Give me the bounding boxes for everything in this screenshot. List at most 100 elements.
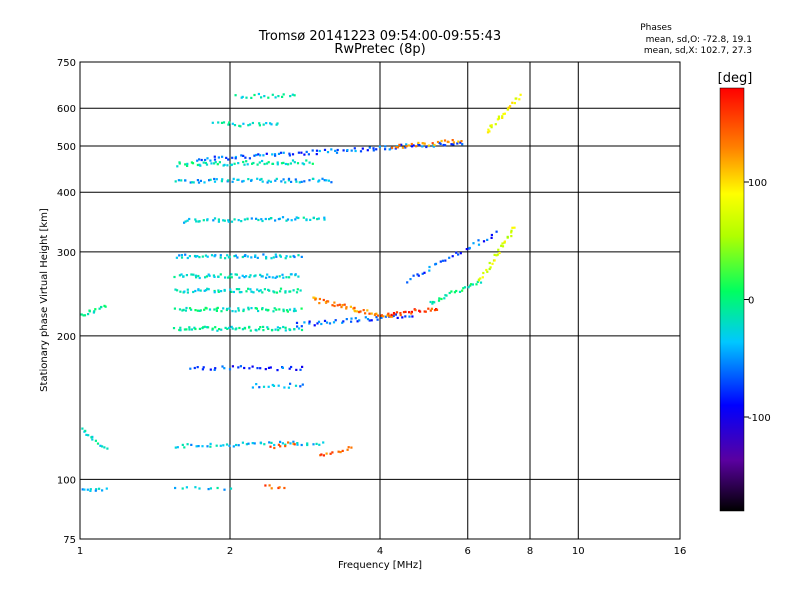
data-point [261, 219, 264, 223]
data-point [247, 178, 250, 181]
data-point [284, 326, 287, 329]
data-point [203, 289, 206, 292]
data-point [391, 146, 394, 149]
data-point [230, 325, 233, 328]
data-point [448, 291, 451, 295]
data-point [242, 308, 245, 311]
data-point [350, 149, 353, 152]
data-point [315, 149, 319, 152]
data-point [262, 385, 266, 388]
data-point [91, 438, 94, 441]
data-point [254, 254, 257, 257]
data-point [289, 95, 292, 98]
data-point [414, 309, 417, 312]
data-point [296, 325, 299, 328]
data-point [219, 254, 222, 257]
data-point [270, 441, 273, 444]
data-point [101, 489, 104, 492]
x-tick-label: 8 [527, 546, 533, 557]
data-point [251, 121, 254, 125]
data-point [285, 309, 289, 312]
data-point [260, 96, 263, 99]
data-point [306, 443, 309, 447]
data-point [284, 290, 287, 293]
data-point [232, 290, 235, 294]
data-point [387, 312, 390, 315]
data-point [293, 161, 296, 164]
data-point [433, 143, 436, 147]
data-point [434, 262, 438, 265]
data-point [279, 290, 282, 293]
data-point [293, 328, 296, 331]
data-point [506, 235, 509, 238]
data-point [84, 429, 87, 432]
data-point [396, 316, 399, 319]
data-point [291, 93, 294, 96]
data-point [399, 312, 402, 315]
data-point [324, 300, 327, 304]
data-point [209, 368, 212, 371]
data-point [334, 149, 337, 152]
data-point [359, 150, 363, 153]
data-point [486, 131, 490, 134]
data-point [220, 290, 223, 293]
data-point [223, 288, 226, 292]
data-point [350, 446, 353, 449]
data-point [189, 181, 192, 184]
data-point [194, 274, 197, 277]
data-point [98, 307, 101, 310]
data-point [230, 163, 233, 166]
data-point [217, 220, 220, 223]
data-point [275, 255, 278, 258]
data-point [255, 307, 258, 310]
data-point [190, 328, 194, 331]
data-point [401, 146, 404, 149]
data-point [439, 142, 442, 145]
data-point [278, 308, 281, 311]
data-point [214, 326, 217, 329]
data-point [447, 140, 450, 144]
data-point [308, 179, 311, 182]
y-tick-label: 500 [57, 142, 76, 153]
data-point [405, 143, 408, 146]
data-point [216, 306, 219, 309]
data-point [226, 164, 229, 167]
data-point [339, 451, 342, 454]
data-point [322, 454, 325, 457]
data-point [328, 322, 332, 325]
data-point [279, 440, 282, 443]
data-point [275, 308, 278, 311]
data-point [279, 327, 282, 330]
data-point [213, 162, 216, 165]
data-point [275, 275, 278, 278]
data-point [267, 288, 270, 291]
data-point [241, 274, 244, 277]
data-point [349, 305, 352, 308]
data-point [277, 218, 280, 221]
colorbar-tick-label: -100 [748, 413, 771, 424]
data-point [489, 124, 492, 127]
x-tick-label: 1 [77, 546, 83, 557]
data-point [223, 163, 226, 166]
data-point [346, 448, 349, 451]
data-point [231, 310, 234, 313]
data-point [270, 329, 274, 332]
data-point [316, 322, 319, 325]
data-point [400, 143, 403, 146]
data-point [272, 310, 275, 313]
data-point [506, 108, 510, 111]
data-point [353, 147, 356, 150]
x-axis-label: Frequency [MHz] [338, 560, 422, 571]
data-point [308, 320, 311, 323]
data-point [256, 256, 259, 259]
data-point [294, 309, 297, 312]
data-point [305, 150, 308, 153]
data-point [86, 488, 89, 491]
data-point [445, 294, 448, 297]
x-tick-label: 4 [377, 546, 383, 557]
data-point [214, 367, 217, 370]
data-point [203, 325, 206, 328]
data-point [450, 143, 453, 146]
data-point [404, 315, 407, 318]
data-point [269, 366, 272, 369]
